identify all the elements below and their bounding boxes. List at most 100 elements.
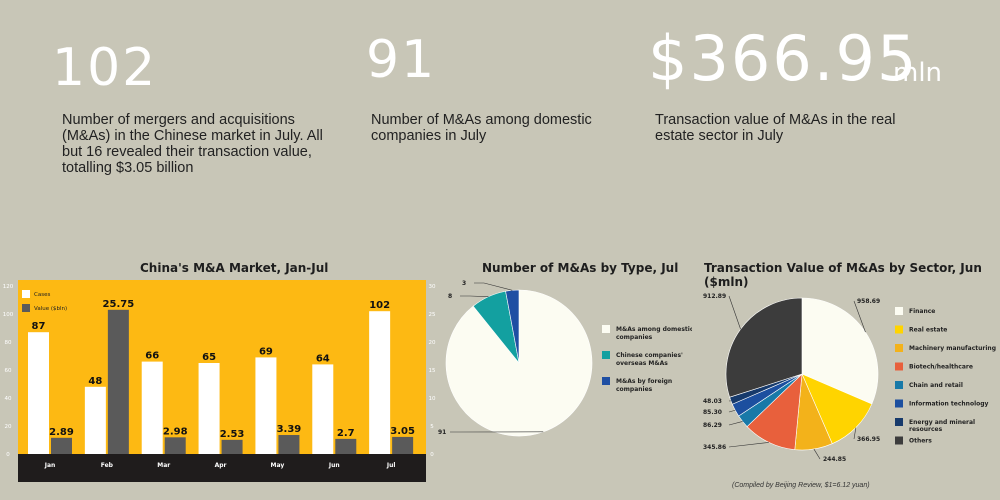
stat-value-domestic: 91 [366, 30, 437, 90]
slice-value-label: 85.30 [703, 409, 722, 416]
value-data-label: 2.89 [49, 427, 74, 438]
value-bar [278, 435, 300, 454]
leader-line [728, 295, 741, 330]
leader-line [728, 442, 769, 448]
value-data-label: 2.7 [337, 428, 355, 439]
value-bar [335, 438, 357, 454]
cases-bar [312, 364, 334, 454]
slice-value-label: 345.86 [703, 444, 726, 451]
legend-label: Cases [34, 292, 50, 298]
value-bar [51, 437, 72, 454]
legend-swatch [895, 307, 903, 315]
category-label: Feb [101, 462, 114, 469]
value-data-label: 2.98 [163, 426, 188, 437]
legend-label: Information technology [909, 401, 989, 408]
value-data-label: 3.39 [277, 424, 302, 435]
cases-bar [141, 361, 163, 454]
value-bar [107, 309, 129, 454]
left-tick-label: 20 [5, 424, 12, 430]
type-pie-chart: 91 8 3 M&As among domestic companies Chinese … [438, 280, 692, 437]
right-tick-label: 25 [429, 312, 436, 318]
slice-value-label: 8 [448, 293, 452, 300]
slice-value-label: 912.89 [703, 293, 726, 300]
legend-label: Value ($bln) [34, 306, 67, 312]
left-tick-label: 60 [5, 368, 12, 374]
legend-swatch [22, 304, 30, 312]
left-tick-label: 80 [5, 340, 12, 346]
value-bar [392, 436, 414, 454]
leader-line [728, 421, 743, 426]
slice-value-label: 3 [462, 280, 466, 287]
legend-swatch [895, 418, 903, 426]
legend-swatch [895, 381, 903, 389]
slice-value-label: 86.29 [703, 422, 722, 429]
leader-line [853, 427, 857, 440]
legend-swatch [602, 377, 610, 385]
category-label: Jul [386, 462, 396, 469]
type-pie-slice [445, 289, 593, 437]
sector-pie-title: Transaction Value of M&As by Sector, Jun… [704, 261, 982, 289]
value-bar [221, 439, 243, 454]
category-label: Mar [157, 462, 170, 469]
right-tick-label: 15 [429, 368, 436, 374]
legend-label: Chinese companies' overseas M&As [616, 352, 683, 367]
legend-swatch [895, 436, 903, 445]
right-tick-label: 0 [430, 452, 434, 458]
stat-description-real-estate: Transaction value of M&As in the real es… [655, 112, 896, 144]
legend-label: Chain and retail [909, 382, 963, 389]
value-data-label: 3.05 [390, 426, 415, 437]
stat-value-cases: 102 [52, 38, 158, 98]
type-pie-title: Number of M&As by Type, Jul [482, 261, 679, 275]
cases-data-label: 66 [145, 351, 159, 362]
legend-label: Biotech/healthcare [909, 364, 973, 371]
cases-bar [255, 357, 277, 454]
source-note: (Compiled by Beijing Review, $1=6.12 yua… [732, 482, 870, 489]
right-tick-label: 5 [430, 424, 434, 430]
legend-swatch [602, 351, 610, 359]
category-label: Apr [215, 462, 227, 469]
leader-line [474, 282, 513, 291]
type-pie-slice [505, 289, 520, 364]
left-tick-label: 120 [3, 284, 14, 290]
legend-swatch [895, 344, 903, 352]
cases-bar [198, 363, 220, 454]
slice-value-label: 244.85 [823, 456, 846, 463]
legend-label: Others [909, 438, 932, 445]
legend-swatch [895, 362, 903, 371]
category-band [18, 454, 426, 482]
slice-value-label: 958.69 [857, 298, 880, 305]
right-tick-label: 20 [429, 340, 436, 346]
legend-swatch [895, 325, 903, 334]
cases-data-label: 65 [202, 352, 216, 363]
stat-value-real-estate: $366.95 [648, 22, 919, 95]
legend-label: Machinery manufacturing [909, 345, 996, 352]
sector-pie-slice [725, 297, 803, 398]
leader-line [813, 448, 821, 460]
category-label: May [271, 462, 285, 469]
stat-description-cases: Number of mergers and acquisitions (M&As… [62, 112, 323, 176]
legend-label: Real estate [909, 327, 947, 334]
stat-unit-mln: mln [893, 58, 943, 88]
value-data-label: 2.53 [220, 429, 245, 440]
cases-bar [369, 311, 391, 454]
cases-data-label: 48 [88, 376, 102, 387]
slice-value-label: 91 [438, 429, 446, 436]
sector-pie-slice [801, 297, 879, 405]
cases-bar [84, 386, 106, 454]
stat-description-domestic: Number of M&As among domestic companies … [371, 112, 592, 144]
leader-line [460, 295, 489, 297]
category-label: Jan [44, 462, 56, 469]
bar-chart: 0 20 40 60 80 100 120 0 5 10 15 20 25 30 87 2.89 Jan 48 25… [0, 280, 440, 485]
value-bar [164, 437, 186, 454]
category-label: Jun [328, 462, 340, 469]
cases-data-label: 102 [369, 300, 390, 311]
leader-line [728, 409, 736, 413]
cases-bar [28, 332, 49, 454]
cases-data-label: 87 [32, 321, 46, 332]
legend-label: M&As by foreign companies [616, 378, 672, 393]
value-data-label: 25.75 [103, 299, 135, 310]
legend-swatch [602, 325, 610, 333]
right-tick-label: 30 [429, 284, 436, 290]
legend-label: Energy and mineral resources [909, 419, 975, 433]
leader-line [853, 300, 866, 333]
